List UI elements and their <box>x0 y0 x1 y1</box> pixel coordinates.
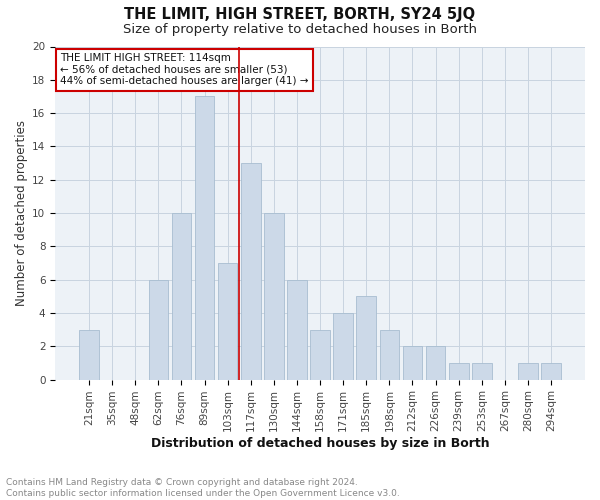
Y-axis label: Number of detached properties: Number of detached properties <box>15 120 28 306</box>
Bar <box>356 296 376 380</box>
Bar <box>79 330 99 380</box>
Bar <box>195 96 214 380</box>
Bar <box>426 346 445 380</box>
Bar <box>518 363 538 380</box>
Bar <box>472 363 491 380</box>
Text: THE LIMIT, HIGH STREET, BORTH, SY24 5JQ: THE LIMIT, HIGH STREET, BORTH, SY24 5JQ <box>124 8 476 22</box>
Bar <box>218 263 238 380</box>
Text: Size of property relative to detached houses in Borth: Size of property relative to detached ho… <box>123 22 477 36</box>
Bar <box>287 280 307 380</box>
Text: Contains HM Land Registry data © Crown copyright and database right 2024.
Contai: Contains HM Land Registry data © Crown c… <box>6 478 400 498</box>
Bar <box>241 163 260 380</box>
Bar <box>380 330 399 380</box>
Text: THE LIMIT HIGH STREET: 114sqm
← 56% of detached houses are smaller (53)
44% of s: THE LIMIT HIGH STREET: 114sqm ← 56% of d… <box>61 53 309 86</box>
X-axis label: Distribution of detached houses by size in Borth: Distribution of detached houses by size … <box>151 437 490 450</box>
Bar <box>172 213 191 380</box>
Bar <box>541 363 561 380</box>
Bar <box>449 363 469 380</box>
Bar <box>264 213 284 380</box>
Bar <box>403 346 422 380</box>
Bar <box>149 280 168 380</box>
Bar <box>334 313 353 380</box>
Bar <box>310 330 330 380</box>
